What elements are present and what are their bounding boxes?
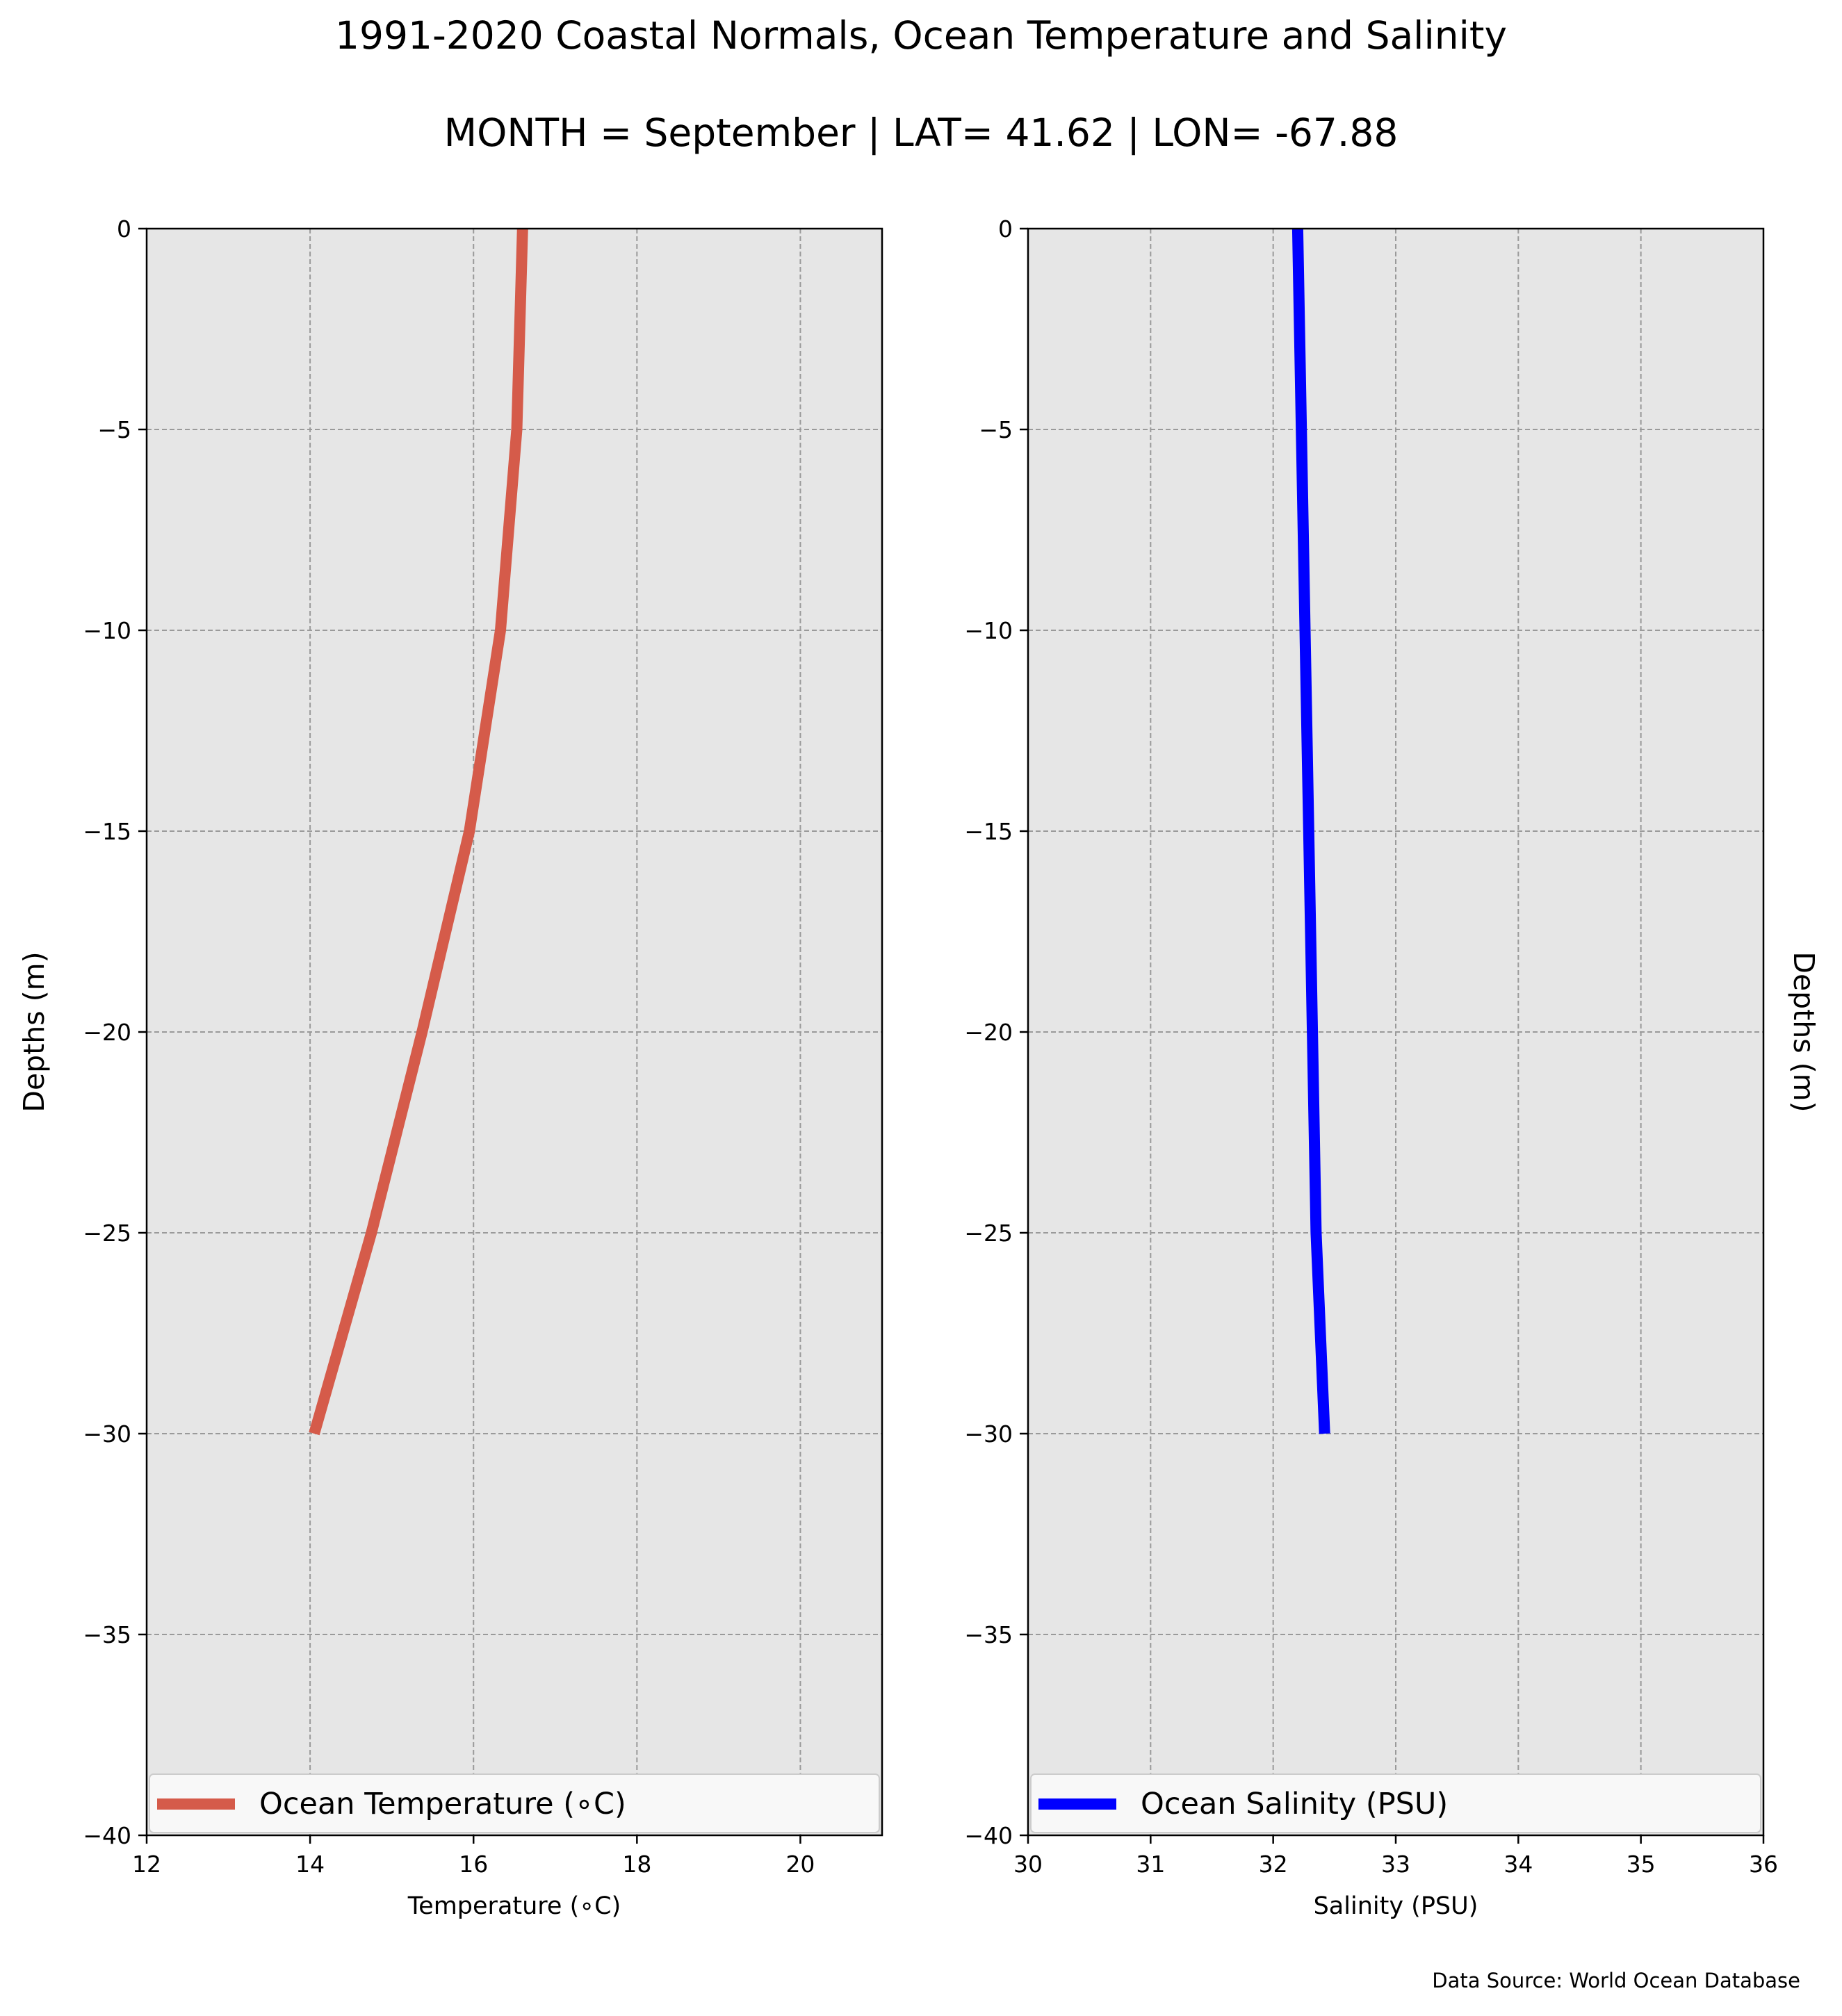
series-line [309, 228, 528, 1436]
y-tick-label: 0 [998, 215, 1013, 243]
y-axis-label: Depths (m) [17, 951, 51, 1112]
x-tick-label: 32 [1259, 1851, 1288, 1878]
legend-label: Ocean Salinity (PSU) [1141, 1787, 1448, 1821]
x-tick-label: 12 [132, 1851, 161, 1878]
figure-title: 1991-2020 Coastal Normals, Ocean Tempera… [335, 13, 1507, 58]
y-tick-label: −15 [964, 818, 1013, 845]
x-tick-label: 18 [622, 1851, 651, 1878]
y-tick-label: 0 [117, 215, 131, 243]
x-tick-label: 31 [1136, 1851, 1165, 1878]
y-tick-label: −20 [83, 1019, 131, 1046]
y-tick-label: −15 [83, 818, 131, 845]
x-tick-label: 35 [1627, 1851, 1656, 1878]
series-line [1291, 228, 1330, 1434]
figure-subtitle: MONTH = September | LAT= 41.62 | LON= -6… [444, 110, 1399, 156]
y-tick-label: −10 [964, 617, 1013, 644]
x-tick-label: 36 [1749, 1851, 1778, 1878]
legend-box [149, 1773, 880, 1833]
legend-box [1030, 1773, 1761, 1833]
x-axis-label: Salinity (PSU) [1314, 1892, 1478, 1920]
x-tick-label: 20 [785, 1851, 815, 1878]
y-tick-label: −10 [83, 617, 131, 644]
y-tick-label: −40 [83, 1822, 131, 1849]
y-axis-label: Depths (m) [1787, 951, 1820, 1112]
y-tick-label: −30 [83, 1420, 131, 1448]
y-tick-label: −35 [83, 1621, 131, 1648]
x-tick-label: 34 [1503, 1851, 1533, 1878]
legend-label: Ocean Temperature (∘C) [259, 1787, 626, 1821]
y-tick-label: −40 [964, 1822, 1013, 1849]
x-tick-label: 33 [1381, 1851, 1410, 1878]
y-tick-label: −20 [964, 1019, 1013, 1046]
data-source-note: Data Source: World Ocean Database [1432, 1969, 1800, 1992]
temperature-panel: 12 14 16 18 20 0 −5 −10 −15 −20 −25 −30 −35 −40 Temper… [17, 215, 883, 1920]
y-tick-label: −5 [979, 416, 1013, 443]
x-axis-label: Temperature (∘C) [407, 1892, 621, 1920]
x-tick-label: 16 [459, 1851, 488, 1878]
y-tick-label: −5 [97, 416, 131, 443]
y-tick-label: −35 [964, 1621, 1013, 1648]
salinity-panel: 30 31 32 33 34 35 36 0 −5 −10 −15 −20 −25 −30 −35 −40 Sa… [964, 215, 1820, 1920]
x-tick-label: 14 [295, 1851, 325, 1878]
y-tick-label: −30 [964, 1420, 1013, 1448]
y-tick-label: −25 [83, 1220, 131, 1247]
y-tick-label: −25 [964, 1220, 1013, 1247]
x-tick-label: 30 [1013, 1851, 1043, 1878]
